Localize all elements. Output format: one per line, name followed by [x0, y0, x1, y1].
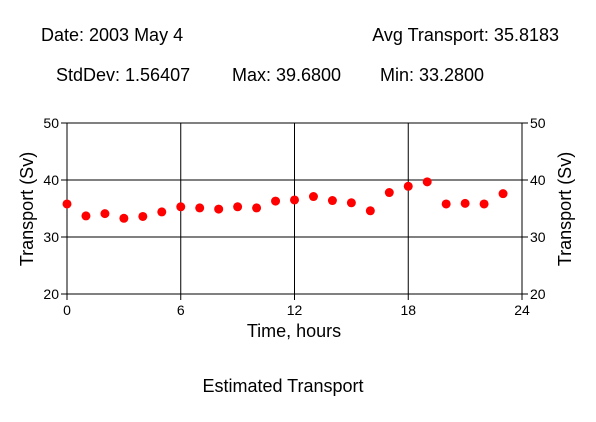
x-tick-label: 6: [177, 302, 185, 318]
data-point: [498, 189, 508, 199]
y-tick-label-left: 40: [43, 172, 59, 188]
data-point: [365, 206, 375, 216]
y-tick-label-left: 20: [43, 286, 59, 302]
x-tick-label: 0: [63, 302, 71, 318]
data-point: [308, 192, 318, 202]
y-tick-label-right: 50: [530, 115, 546, 131]
data-point: [460, 198, 470, 208]
data-points: [62, 177, 508, 223]
data-point: [62, 199, 72, 209]
data-point: [195, 203, 205, 213]
data-point: [327, 196, 337, 206]
y-tick-label-right: 30: [530, 229, 546, 245]
data-point: [81, 211, 91, 221]
y-tick-label-right: 20: [530, 286, 546, 302]
data-point: [138, 211, 148, 221]
data-point: [100, 209, 110, 219]
grid: [67, 123, 522, 294]
data-point: [271, 196, 281, 206]
data-point: [290, 195, 299, 205]
data-point: [422, 177, 432, 187]
x-axis-label: Time, hours: [247, 321, 341, 341]
data-point: [403, 181, 413, 191]
avg-transport-label: Avg Transport: 35.8183: [372, 25, 559, 45]
date-label: Date: 2003 May 4: [41, 25, 184, 45]
axes: [61, 122, 528, 300]
data-point: [214, 204, 224, 214]
data-point: [233, 202, 243, 212]
data-point: [384, 188, 394, 198]
x-tick-label: 12: [287, 302, 303, 318]
tick-labels: 20 20 30 30 40 40 50 50 0 6 12 18 24: [43, 115, 545, 318]
y-axis-label-right: Transport (Sv): [555, 152, 575, 266]
data-point: [479, 199, 489, 209]
max-label: Max: 39.6800: [232, 65, 342, 85]
data-point: [157, 207, 167, 217]
data-point: [176, 202, 186, 212]
min-label: Min: 33.2800: [380, 65, 485, 85]
y-axis-label-left: Transport (Sv): [17, 152, 37, 266]
chart-caption: Estimated Transport: [202, 376, 363, 396]
data-point: [252, 203, 262, 213]
x-tick-label: 24: [514, 302, 530, 318]
y-tick-label-left: 50: [43, 115, 59, 131]
stddev-label: StdDev: 1.56407: [56, 65, 191, 85]
data-point: [441, 199, 451, 209]
y-tick-label-right: 40: [530, 172, 546, 188]
data-point: [119, 213, 129, 223]
x-tick-label: 18: [400, 302, 416, 318]
y-tick-label-left: 30: [43, 229, 59, 245]
data-point: [346, 198, 356, 208]
